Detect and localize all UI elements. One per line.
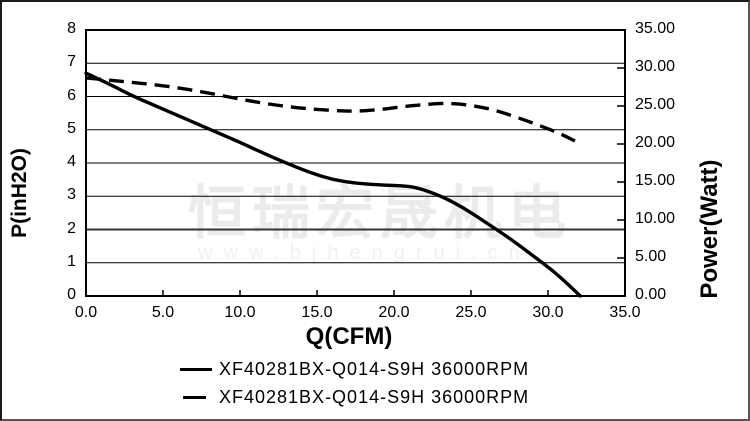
legend: XF40281BX-Q014-S9H 36000RPM XF40281BX-Q0… bbox=[180, 355, 529, 411]
solid-curve bbox=[84, 71, 583, 298]
y-right-tick-label: 35.00 bbox=[635, 20, 676, 37]
y-left-tick-label: 1 bbox=[67, 252, 76, 270]
y-left-tick-label: 0 bbox=[67, 286, 76, 303]
x-tick-label: 25.0 bbox=[455, 304, 487, 321]
plot-border bbox=[85, 29, 626, 297]
y-left-tick-label: 8 bbox=[67, 20, 76, 37]
legend-marker-dashed-line bbox=[180, 395, 219, 399]
x-tick-label: 35.0 bbox=[609, 304, 641, 321]
x-tick-label: 5.0 bbox=[151, 304, 175, 321]
y-left-tick-label: 2 bbox=[67, 219, 76, 237]
y-left-tick-label: 4 bbox=[67, 153, 76, 170]
y-left-tick-label: 5 bbox=[67, 119, 76, 137]
dashed-curve bbox=[85, 76, 583, 147]
y-right-tick-label: 25.00 bbox=[635, 96, 676, 113]
y-right-tick-label: 15.00 bbox=[635, 172, 676, 189]
y-axis-label-power: Power(Watt) bbox=[696, 159, 723, 299]
x-axis-label-flow: Q(CFM) bbox=[305, 323, 393, 350]
y-left-tick-label: 3 bbox=[67, 186, 76, 204]
x-tick-label: 15.0 bbox=[301, 304, 333, 321]
y-right-tick-label: 10.00 bbox=[635, 210, 676, 227]
x-tick-label: 30.0 bbox=[532, 304, 564, 321]
y-left-tick-label: 6 bbox=[67, 86, 76, 104]
legend-marker-solid-line bbox=[180, 367, 219, 371]
legend-item-solid: XF40281BX-Q014-S9H 36000RPM bbox=[180, 355, 529, 383]
watermark-url-text: www.bjhengrui.cn bbox=[198, 242, 531, 264]
legend-label-dashed: XF40281BX-Q014-S9H 36000RPM bbox=[219, 386, 530, 407]
y-right-tick-label: 5.00 bbox=[635, 248, 667, 265]
legend-label-solid: XF40281BX-Q014-S9H 36000RPM bbox=[219, 358, 530, 379]
y-right-tick-label: 20.00 bbox=[635, 134, 676, 151]
y-left-tick-label: 7 bbox=[67, 53, 76, 71]
legend-item-dashed: XF40281BX-Q014-S9H 36000RPM bbox=[180, 383, 529, 411]
y-axis-label-pressure: P(inH2O) bbox=[8, 148, 31, 238]
y-right-tick-label: 30.00 bbox=[635, 58, 676, 75]
y-right-tick-label: 0.00 bbox=[635, 286, 667, 303]
x-tick-label: 10.0 bbox=[224, 304, 256, 321]
x-tick-label: 20.0 bbox=[378, 304, 410, 321]
x-tick-label: 0.0 bbox=[74, 304, 98, 321]
